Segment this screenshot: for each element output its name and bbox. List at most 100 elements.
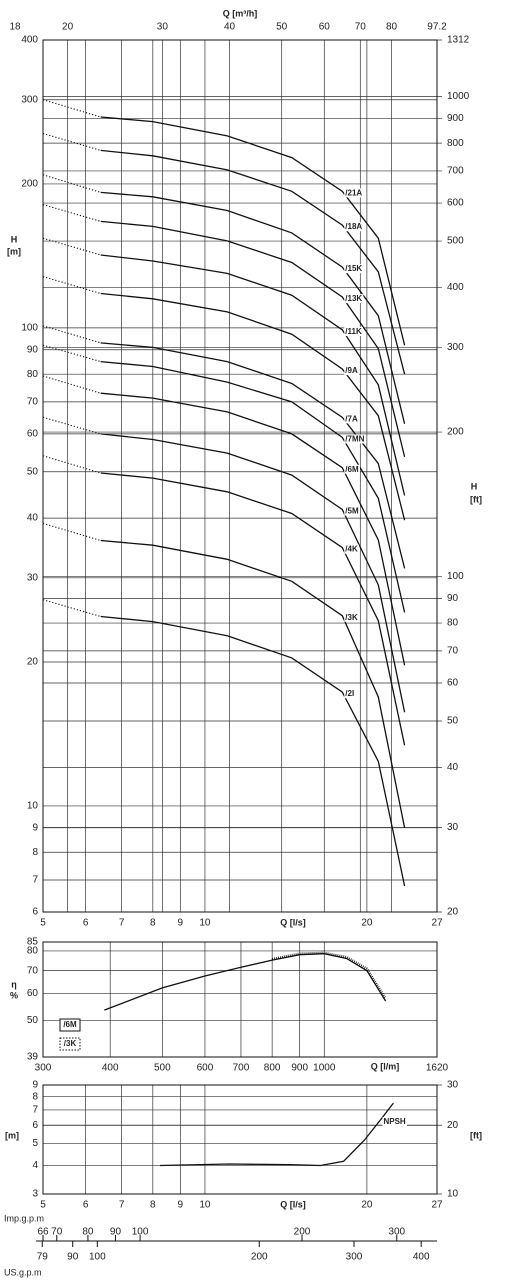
curve-label: /15K — [345, 264, 362, 273]
x2-tick-label: 97.2 — [427, 22, 447, 33]
curve — [100, 149, 406, 375]
curve-label: /21A — [345, 188, 362, 197]
y-tick-label: 80 — [27, 369, 39, 380]
label-bg — [344, 264, 364, 274]
curve — [100, 254, 406, 496]
y-tick-label: 50 — [27, 1015, 39, 1026]
scale-tick-label: 400 — [413, 1252, 430, 1263]
curve — [100, 116, 406, 346]
y-tick-label: 39 — [27, 1052, 39, 1063]
curve-label: /3K — [345, 613, 358, 622]
y-tick-label: 8 — [32, 1091, 38, 1102]
y-axis-label: η — [11, 979, 17, 989]
y2-tick-label: 20 — [447, 1120, 459, 1131]
x2-tick-label: 50 — [276, 22, 288, 33]
scale-tick-label: 100 — [89, 1252, 106, 1263]
curve-label: NPSH — [383, 1117, 405, 1126]
x-tick-label: 8 — [150, 918, 156, 929]
curve — [100, 191, 406, 424]
y-tick-label: 80 — [27, 946, 39, 957]
x-axis-label: Q [l/m] — [371, 1061, 400, 1071]
y-tick-label: 6 — [32, 1120, 38, 1131]
curve — [100, 472, 406, 746]
scale-label: Imp.g.p.m — [4, 1213, 44, 1223]
x-tick-label: 27 — [431, 918, 443, 929]
curve — [271, 951, 387, 999]
y2-axis-unit: [ft] — [470, 494, 482, 504]
x-tick-label: 27 — [431, 1200, 443, 1211]
curve-low-flow — [42, 276, 101, 295]
plot-frame — [42, 39, 438, 913]
y2-tick-label: 100 — [447, 571, 464, 582]
y-tick-label: 60 — [27, 429, 39, 440]
x-tick-label: 5 — [40, 918, 46, 929]
x-tick-label: 7 — [119, 918, 125, 929]
curve — [104, 953, 387, 1011]
x2-tick-label: 18 — [9, 22, 21, 33]
x2-tick-label: 40 — [224, 22, 236, 33]
curve-low-flow — [42, 344, 101, 363]
scale-tick-label: 300 — [346, 1252, 363, 1263]
y2-tick-label: 800 — [447, 138, 464, 149]
y2-axis-label: H — [471, 481, 478, 491]
scale-tick-label: 66 — [37, 1227, 49, 1238]
legend-label: /6M — [63, 1020, 77, 1029]
x2-tick-label: 70 — [355, 22, 367, 33]
x-tick-label: 1620 — [426, 1063, 449, 1074]
x-tick-label: 900 — [291, 1063, 308, 1074]
y-tick-label: 7 — [32, 1105, 38, 1116]
y-tick-label: 90 — [27, 344, 39, 355]
y2-axis-label: [ft] — [470, 1130, 482, 1140]
x-tick-label: 20 — [361, 918, 373, 929]
y-tick-label: 30 — [27, 572, 39, 583]
y2-tick-label: 400 — [447, 282, 464, 293]
curve-low-flow — [42, 416, 101, 435]
x2-tick-label: 60 — [319, 22, 331, 33]
y2-tick-label: 50 — [447, 716, 459, 727]
y2-tick-label: 60 — [447, 678, 459, 689]
curve — [100, 392, 406, 666]
x-tick-label: 300 — [35, 1063, 52, 1074]
scale-tick-label: 70 — [51, 1227, 63, 1238]
curve-low-flow — [42, 522, 101, 542]
curve-low-flow — [42, 204, 101, 222]
y-tick-label: 50 — [27, 466, 39, 477]
y-tick-label: 70 — [27, 397, 39, 408]
x-tick-label: 1000 — [313, 1063, 336, 1074]
y-tick-label: 10 — [27, 801, 39, 812]
scale-tick-label: 100 — [132, 1227, 149, 1238]
y-tick-label: 8 — [32, 847, 38, 858]
x-tick-label: 9 — [178, 918, 184, 929]
y-tick-label: 85 — [27, 937, 39, 948]
y2-tick-label: 30 — [447, 822, 459, 833]
x-tick-label: 400 — [102, 1063, 119, 1074]
y2-tick-label: 300 — [447, 342, 464, 353]
label-bg — [344, 689, 356, 699]
scale-tick-label: 80 — [82, 1227, 94, 1238]
label-bg — [344, 188, 364, 198]
curve — [100, 433, 406, 713]
x2-tick-label: 30 — [157, 22, 169, 33]
curve-low-flow — [42, 174, 101, 193]
y-tick-label: 300 — [21, 94, 38, 105]
y-tick-label: 60 — [27, 988, 39, 999]
curve — [100, 615, 406, 887]
curve-label: /5M — [345, 507, 359, 516]
y-tick-label: 70 — [27, 965, 39, 976]
y-tick-label: 20 — [27, 657, 39, 668]
y-tick-label: 40 — [27, 513, 39, 524]
scale-tick-label: 90 — [67, 1252, 79, 1263]
scale-tick-label: 79 — [37, 1252, 49, 1263]
x-axis-label: Q [l/s] — [280, 917, 306, 927]
x-tick-label: 6 — [83, 1200, 89, 1211]
curve — [159, 1102, 394, 1167]
plot-frame — [42, 1084, 438, 1195]
curve-low-flow — [42, 237, 101, 256]
y2-tick-label: 1312 — [447, 35, 470, 46]
x2-tick-label: 20 — [62, 22, 74, 33]
x-tick-label: 9 — [178, 1200, 184, 1211]
x-tick-label: 500 — [154, 1063, 171, 1074]
curve-label: /11K — [345, 327, 362, 336]
